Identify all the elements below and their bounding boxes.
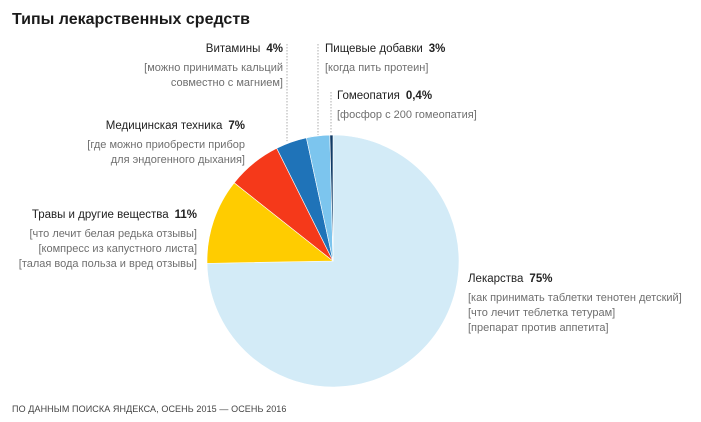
slice-travy — [206, 182, 334, 264]
slice-label-gomeopatiya: Гомеопатия 0,4% [фосфор с 200 гомеопатия] — [337, 89, 477, 123]
query-text: [можно принимать кальций — [144, 62, 283, 74]
slice-label-dobavki: Пищевые добавки 3% [когда пить протеин] — [325, 42, 445, 76]
slice-name: Гомеопатия — [337, 90, 400, 102]
slice-gomeopatiya — [329, 134, 334, 262]
query-text: [талая вода польза и вред отзывы] — [18, 258, 197, 270]
slice-label-medtekhnika: Медицинская техника 7% [где можно приобре… — [87, 119, 245, 168]
slice-name: Лекарства — [468, 273, 524, 285]
slice-value: 0,4% — [405, 90, 433, 102]
query-text: [где можно приобрести прибор — [87, 139, 245, 151]
query-text: [препарат против аппетита] — [468, 322, 609, 334]
slice-label-vitaminy: Витамины 4% [можно принимать кальций совм… — [144, 42, 283, 91]
query-text: [когда пить протеин] — [325, 62, 429, 74]
query-text: [как принимать таблетки тенотен детский] — [468, 292, 682, 304]
slice-name: Травы и другие вещества — [31, 209, 169, 221]
slice-name: Пищевые добавки — [325, 43, 423, 55]
query-text: совместно с магнием] — [170, 77, 283, 89]
source-note: ПО ДАННЫМ ПОИСКА ЯНДЕКСА, ОСЕНЬ 2015 — О… — [12, 404, 287, 414]
query-text: для эндогенного дыхания] — [110, 154, 245, 166]
slice-value: 3% — [428, 43, 446, 55]
slice-label-lekarstva: Лекарства 75% [как принимать таблетки тен… — [468, 272, 682, 336]
slice-label-travy: Травы и другие вещества 11% [что лечит бе… — [19, 208, 197, 272]
slice-lekarstva — [206, 134, 460, 388]
slice-value: 7% — [228, 120, 245, 132]
chart-title: Типы лекарственных средств — [12, 11, 250, 28]
query-text: [что лечит теблетка тетурам] — [468, 307, 616, 319]
slice-value: 11% — [174, 209, 197, 221]
query-text: [что лечит белая редька отзывы] — [29, 228, 197, 240]
slice-value: 4% — [266, 43, 283, 55]
slice-name: Медицинская техника — [105, 120, 223, 132]
query-text: [компресс из капустного листа] — [38, 243, 198, 255]
query-text: [фосфор с 200 гомеопатия] — [337, 109, 477, 121]
slice-name: Витамины — [205, 43, 261, 55]
slice-value: 75% — [529, 273, 553, 285]
